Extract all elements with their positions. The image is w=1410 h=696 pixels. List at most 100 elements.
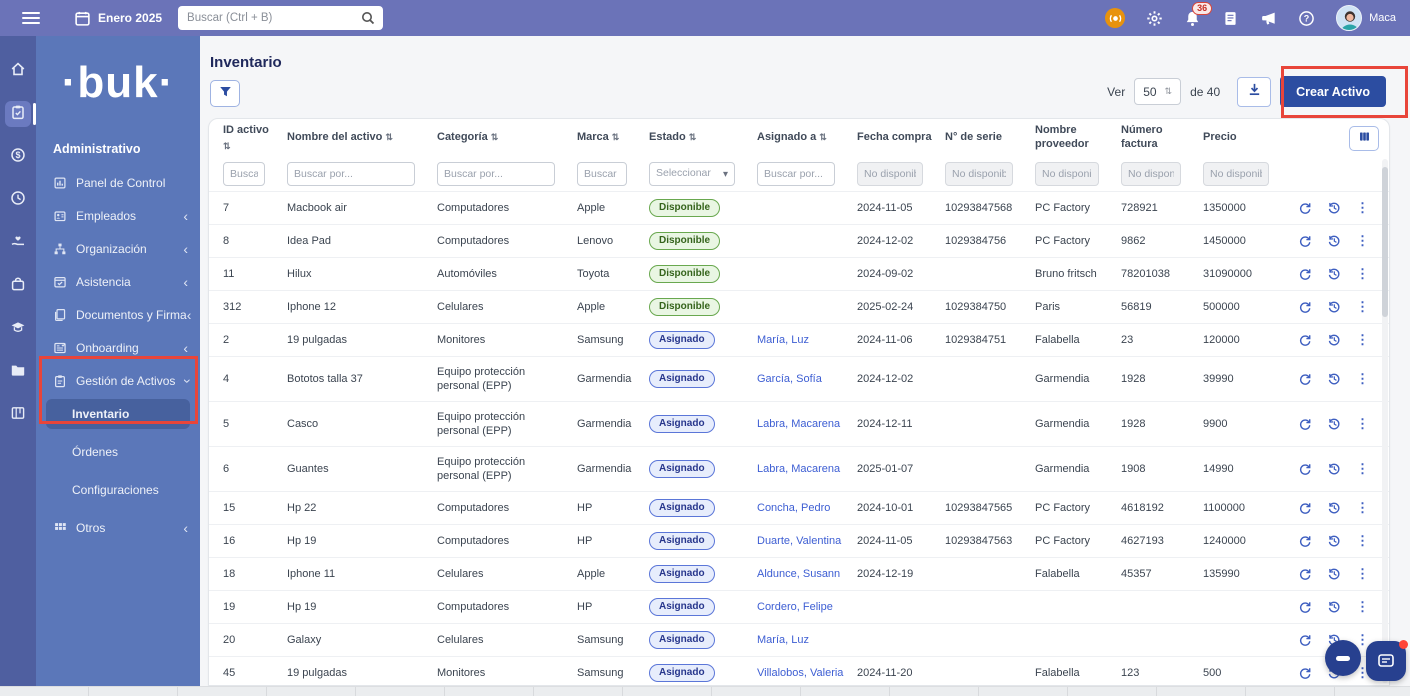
kebab-menu-icon[interactable]: ⋮: [1356, 566, 1369, 581]
hamburger-menu-icon[interactable]: [22, 12, 40, 24]
assignee-link[interactable]: Labra, Macarena: [757, 462, 841, 475]
rail-item-bag[interactable]: [5, 273, 31, 299]
bell-icon[interactable]: 36: [1184, 1, 1213, 27]
sync-icon[interactable]: [1298, 501, 1312, 515]
sync-icon[interactable]: [1298, 372, 1312, 386]
gear-icon[interactable]: [1146, 10, 1163, 27]
sync-icon[interactable]: [1298, 234, 1312, 248]
sync-icon[interactable]: [1298, 567, 1312, 581]
column-header-nombre-del-activo[interactable]: Nombre del activo ⇅: [287, 131, 437, 145]
assignee-link[interactable]: Duarte, Valentina: [757, 534, 842, 547]
sidebar-item-organizaci-n[interactable]: Organización ‹: [36, 232, 200, 265]
sort-icon[interactable]: ⇅: [385, 132, 393, 143]
rail-item-coin[interactable]: $: [5, 144, 31, 170]
record-icon[interactable]: [1105, 8, 1126, 28]
sync-icon[interactable]: [1298, 462, 1312, 476]
sync-icon[interactable]: [1298, 333, 1312, 347]
sync-icon[interactable]: [1298, 633, 1312, 647]
sidebar-item-otros[interactable]: Otros ‹: [36, 511, 200, 544]
kebab-menu-icon[interactable]: ⋮: [1356, 599, 1369, 614]
filter-select-estado[interactable]: Seleccionar ▾: [649, 162, 735, 186]
sync-icon[interactable]: [1298, 300, 1312, 314]
sidebar-item-empleados[interactable]: Empleados ‹: [36, 199, 200, 232]
rail-item-hand-heart[interactable]: [5, 230, 31, 256]
create-asset-button[interactable]: Crear Activo: [1280, 76, 1386, 107]
assignee-link[interactable]: Villalobos, Valeria: [757, 666, 844, 679]
period-selector[interactable]: Enero 2025: [74, 10, 162, 27]
assignee-link[interactable]: Labra, Macarena: [757, 417, 841, 430]
rail-item-folder[interactable]: [5, 359, 31, 385]
rail-item-clock[interactable]: [5, 187, 31, 213]
table-scrollbar[interactable]: [1382, 159, 1388, 683]
kebab-menu-icon[interactable]: ⋮: [1356, 266, 1369, 281]
column-picker-button[interactable]: [1349, 126, 1379, 151]
assignee-link[interactable]: María, Luz: [757, 633, 809, 646]
kebab-menu-icon[interactable]: ⋮: [1356, 299, 1369, 314]
chat-widget-button[interactable]: [1366, 640, 1408, 681]
column-header-marca[interactable]: Marca ⇅: [577, 131, 649, 145]
column-header-categor-a[interactable]: Categoría ⇅: [437, 131, 577, 145]
sync-icon[interactable]: [1298, 201, 1312, 215]
filter-input-id-activo[interactable]: [223, 162, 265, 186]
sync-icon[interactable]: [1298, 534, 1312, 548]
kebab-menu-icon[interactable]: ⋮: [1356, 371, 1369, 386]
search-icon[interactable]: [360, 10, 376, 26]
help-icon[interactable]: ?: [1298, 10, 1315, 27]
document-icon[interactable]: [1222, 10, 1239, 27]
sidebar-item-onboarding[interactable]: Onboarding ‹: [36, 331, 200, 364]
assignee-link[interactable]: García, Sofía: [757, 372, 822, 385]
history-icon[interactable]: [1327, 417, 1341, 431]
assignee-link[interactable]: María, Luz: [757, 333, 809, 346]
sort-icon[interactable]: ⇅: [611, 132, 620, 143]
sidebar-item-asistencia[interactable]: Asistencia ‹: [36, 265, 200, 298]
history-icon[interactable]: [1327, 534, 1341, 548]
history-icon[interactable]: [1327, 234, 1341, 248]
sidebar-subitem-configuraciones[interactable]: Configuraciones: [46, 475, 190, 505]
filter-input-asignado-a[interactable]: [757, 162, 835, 186]
kebab-menu-icon[interactable]: ⋮: [1356, 332, 1369, 347]
column-header-asignado-a[interactable]: Asignado a ⇅: [757, 131, 857, 145]
sync-icon[interactable]: [1298, 600, 1312, 614]
assignee-link[interactable]: Concha, Pedro: [757, 501, 831, 514]
history-icon[interactable]: [1327, 501, 1341, 515]
history-icon[interactable]: [1327, 333, 1341, 347]
history-icon[interactable]: [1327, 372, 1341, 386]
filter-input-nombre-del-activo[interactable]: [287, 162, 415, 186]
sort-icon[interactable]: ⇅: [688, 132, 697, 143]
search-input[interactable]: [178, 6, 384, 30]
history-icon[interactable]: [1327, 267, 1341, 281]
kebab-menu-icon[interactable]: ⋮: [1356, 233, 1369, 248]
kebab-menu-icon[interactable]: ⋮: [1356, 632, 1369, 647]
rail-item-clipboard[interactable]: [5, 101, 36, 127]
sidebar-item-gesti-n-de-activos[interactable]: Gestión de Activos ‹: [36, 364, 200, 397]
history-icon[interactable]: [1327, 600, 1341, 614]
download-button[interactable]: [1237, 76, 1272, 107]
filter-button[interactable]: [210, 80, 240, 107]
sidebar-item-panel-de-control[interactable]: Panel de Control: [36, 166, 200, 199]
user-menu[interactable]: Maca: [1336, 5, 1396, 31]
kebab-menu-icon[interactable]: ⋮: [1356, 533, 1369, 548]
history-icon[interactable]: [1327, 201, 1341, 215]
kebab-menu-icon[interactable]: ⋮: [1356, 665, 1369, 680]
history-icon[interactable]: [1327, 567, 1341, 581]
history-icon[interactable]: [1327, 462, 1341, 476]
sync-icon[interactable]: [1298, 666, 1312, 680]
rail-item-graduation-cap[interactable]: [5, 316, 31, 342]
bottom-scroll-strip[interactable]: [0, 686, 1410, 696]
sort-icon[interactable]: ⇅: [490, 132, 499, 143]
filter-input-categor-a[interactable]: [437, 162, 555, 186]
assignee-link[interactable]: Aldunce, Susann: [757, 567, 841, 580]
minimized-widget-button[interactable]: [1325, 640, 1361, 676]
kebab-menu-icon[interactable]: ⋮: [1356, 461, 1369, 476]
rail-item-kanban[interactable]: [5, 402, 31, 428]
megaphone-icon[interactable]: [1260, 10, 1277, 27]
sort-icon[interactable]: ⇅: [223, 140, 231, 151]
sort-icon[interactable]: ⇅: [819, 132, 827, 143]
sidebar-item-documentos-y-firma[interactable]: Documentos y Firma ‹: [36, 298, 200, 331]
sidebar-subitem--rdenes[interactable]: Órdenes: [46, 437, 190, 467]
kebab-menu-icon[interactable]: ⋮: [1356, 416, 1369, 431]
rail-item-home[interactable]: [5, 58, 31, 84]
history-icon[interactable]: [1327, 300, 1341, 314]
sync-icon[interactable]: [1298, 267, 1312, 281]
filter-input-marca[interactable]: [577, 162, 627, 186]
